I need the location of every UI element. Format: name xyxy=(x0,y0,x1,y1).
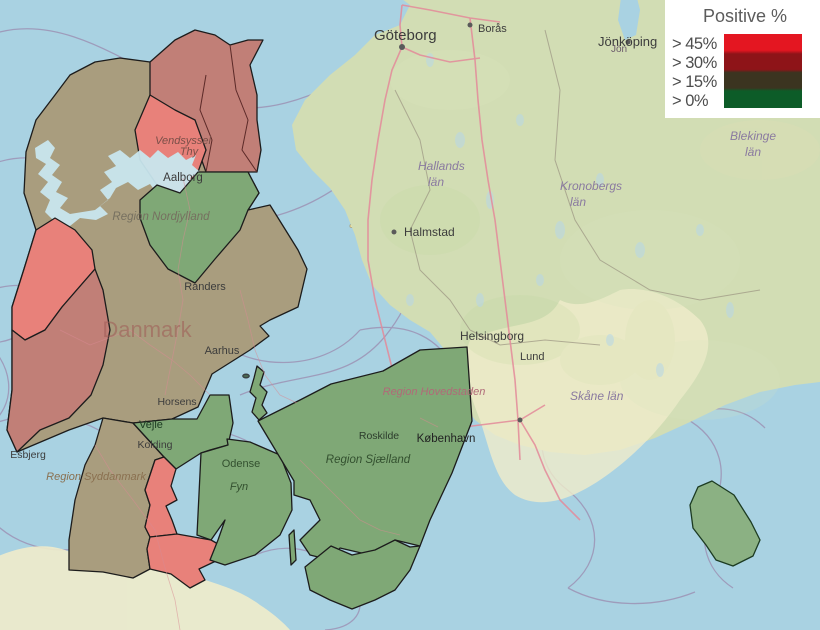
svg-text:Roskilde: Roskilde xyxy=(359,430,399,442)
svg-text:län: län xyxy=(570,195,586,209)
svg-text:København: København xyxy=(417,433,476,445)
svg-text:Kolding: Kolding xyxy=(137,439,172,451)
svg-text:> 15%: > 15% xyxy=(672,73,718,91)
svg-text:Fyn: Fyn xyxy=(230,481,248,493)
svg-text:Kronobergs: Kronobergs xyxy=(560,179,622,193)
svg-text:Aalborg: Aalborg xyxy=(163,172,203,184)
svg-text:Blekinge: Blekinge xyxy=(730,129,776,143)
svg-text:Halmstad: Halmstad xyxy=(404,225,455,239)
svg-text:Borås: Borås xyxy=(478,23,507,35)
svg-text:Jönköping: Jönköping xyxy=(598,34,657,49)
svg-text:län: län xyxy=(428,175,444,189)
svg-text:Positive %: Positive % xyxy=(703,6,787,26)
svg-text:Skåne län: Skåne län xyxy=(570,389,624,403)
svg-text:Jön: Jön xyxy=(611,44,627,55)
svg-text:> 0%: > 0% xyxy=(672,92,709,110)
svg-text:Göteborg: Göteborg xyxy=(374,27,437,44)
svg-text:Vejle: Vejle xyxy=(139,419,163,431)
svg-text:Thy: Thy xyxy=(180,146,200,158)
svg-text:Region Nordjylland: Region Nordjylland xyxy=(112,211,210,223)
svg-text:Odense: Odense xyxy=(222,458,261,470)
svg-text:> 45%: > 45% xyxy=(672,35,718,53)
svg-text:> 30%: > 30% xyxy=(672,54,718,72)
svg-text:Region Syddanmark: Region Syddanmark xyxy=(46,471,146,483)
svg-text:Region Hovedstaden: Region Hovedstaden xyxy=(383,386,486,398)
svg-text:Lund: Lund xyxy=(520,351,544,363)
svg-text:Randers: Randers xyxy=(184,281,226,293)
svg-text:län: län xyxy=(745,145,761,159)
svg-text:Esbjerg: Esbjerg xyxy=(10,449,46,461)
svg-text:Horsens: Horsens xyxy=(157,396,196,408)
svg-text:Helsingborg: Helsingborg xyxy=(460,329,524,343)
svg-text:Danmark: Danmark xyxy=(102,317,192,342)
svg-text:Aarhus: Aarhus xyxy=(205,345,240,357)
svg-text:Hallands: Hallands xyxy=(418,159,465,173)
svg-text:Region Sjælland: Region Sjælland xyxy=(326,454,411,466)
